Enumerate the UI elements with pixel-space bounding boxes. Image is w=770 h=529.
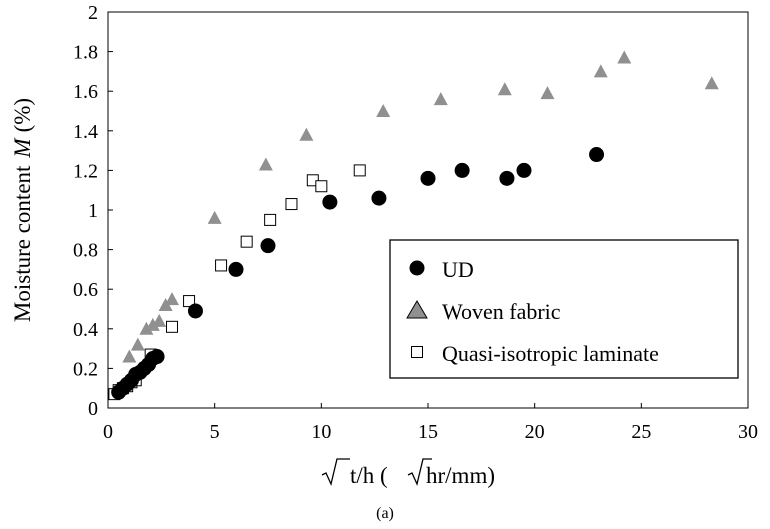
legend-markers	[406, 260, 428, 358]
y-tick-label: 0.2	[73, 358, 98, 380]
woven-fabric-data-point	[145, 317, 160, 331]
y-axis-symbol: M	[10, 137, 35, 159]
woven-fabric-data-point	[152, 313, 167, 327]
quasi-isotropic-data-point	[315, 180, 328, 193]
y-axis-title: Moisture content M (%)	[10, 98, 35, 322]
woven-fabric-data-point	[540, 86, 555, 100]
woven-fabric-data-point	[207, 210, 222, 224]
x-axis-label-part1: t/h (	[350, 463, 388, 488]
legend: UD Woven fabric Quasi-isotropic laminate	[389, 239, 739, 379]
woven-fabric-data-point	[139, 321, 154, 335]
quasi-isotropic-data-point	[285, 198, 298, 211]
y-tick-label: 1.4	[73, 121, 98, 143]
y-axis-unit: (%)	[10, 98, 35, 132]
y-tick-label: 2	[88, 2, 98, 24]
x-tick-label: 20	[525, 421, 545, 443]
legend-marker-quasi-isotropic	[411, 346, 423, 358]
woven-fabric-data-point	[497, 82, 512, 96]
woven-fabric-data-point	[299, 127, 314, 141]
quasi-isotropic-data-point	[264, 213, 277, 226]
woven-fabric-data-point	[130, 337, 145, 351]
woven-fabric-data-point	[704, 76, 719, 90]
legend-label-ud: UD	[442, 257, 474, 282]
y-tick-label: 0.6	[73, 279, 98, 301]
y-tick-label: 1.6	[73, 81, 98, 103]
legend-box	[389, 239, 739, 379]
ud-data-point	[187, 303, 203, 319]
quasi-isotropic-data-point	[166, 320, 178, 333]
ud-data-point	[322, 194, 338, 210]
legend-label-quasi-isotropic: Quasi-isotropic laminate	[442, 341, 659, 366]
legend-label-woven-fabric: Woven fabric	[442, 299, 561, 324]
y-tick-label: 1.8	[73, 42, 98, 64]
legend-marker-ud	[409, 260, 425, 276]
x-tick-label: 10	[311, 421, 331, 443]
ud-data-point	[260, 238, 276, 254]
y-tick-label: 0.4	[73, 319, 98, 341]
x-tick-label: 30	[738, 421, 758, 443]
y-tick-label: 0.8	[73, 240, 98, 262]
ud-data-point	[499, 170, 515, 186]
x-axis-title: t/h ( hr/mm)	[321, 458, 495, 488]
figure-caption: (a)	[376, 505, 394, 522]
y-axis-label: Moisture content	[10, 165, 35, 322]
x-tick-label: 5	[210, 421, 220, 443]
x-axis-label-part2: hr/mm)	[426, 463, 495, 488]
woven-fabric-data-point	[617, 50, 632, 64]
ud-data-point	[420, 170, 436, 186]
woven-fabric-data-point	[593, 64, 608, 78]
woven-fabric-data-point	[433, 92, 448, 106]
quasi-isotropic-data-point	[215, 259, 228, 272]
woven-fabric-data-point	[258, 157, 273, 171]
y-tick-label: 1.2	[73, 160, 98, 182]
x-axis-ticks: 0 5 10 15 20 25 30	[103, 403, 758, 443]
woven-fabric-data-point	[122, 349, 137, 363]
sqrt-symbol-2	[407, 458, 432, 486]
quasi-isotropic-data-point	[353, 164, 366, 177]
ud-data-point	[589, 147, 605, 163]
ud-data-point	[454, 162, 470, 178]
quasi-isotropic-data-point	[183, 295, 196, 308]
woven-fabric-data-point	[376, 104, 391, 117]
x-tick-label: 15	[418, 421, 438, 443]
y-tick-label: 0	[88, 398, 98, 420]
woven-fabric-data-point	[165, 292, 179, 306]
y-axis-ticks: 0 0.2 0.4 0.6 0.8 1 1.2 1.4 1.6 1.8 2	[73, 2, 113, 420]
quasi-isotropic-data-point	[240, 235, 253, 248]
y-tick-label: 1	[88, 200, 98, 222]
ud-data-point	[371, 190, 387, 206]
ud-data-point	[516, 162, 532, 178]
data-points	[108, 50, 719, 401]
ud-data-point	[149, 349, 165, 365]
x-tick-label: 25	[631, 421, 651, 443]
sqrt-symbol-1	[321, 458, 350, 486]
ud-data-point	[228, 261, 244, 277]
legend-marker-woven-fabric	[406, 300, 428, 319]
x-tick-label: 0	[103, 421, 113, 443]
